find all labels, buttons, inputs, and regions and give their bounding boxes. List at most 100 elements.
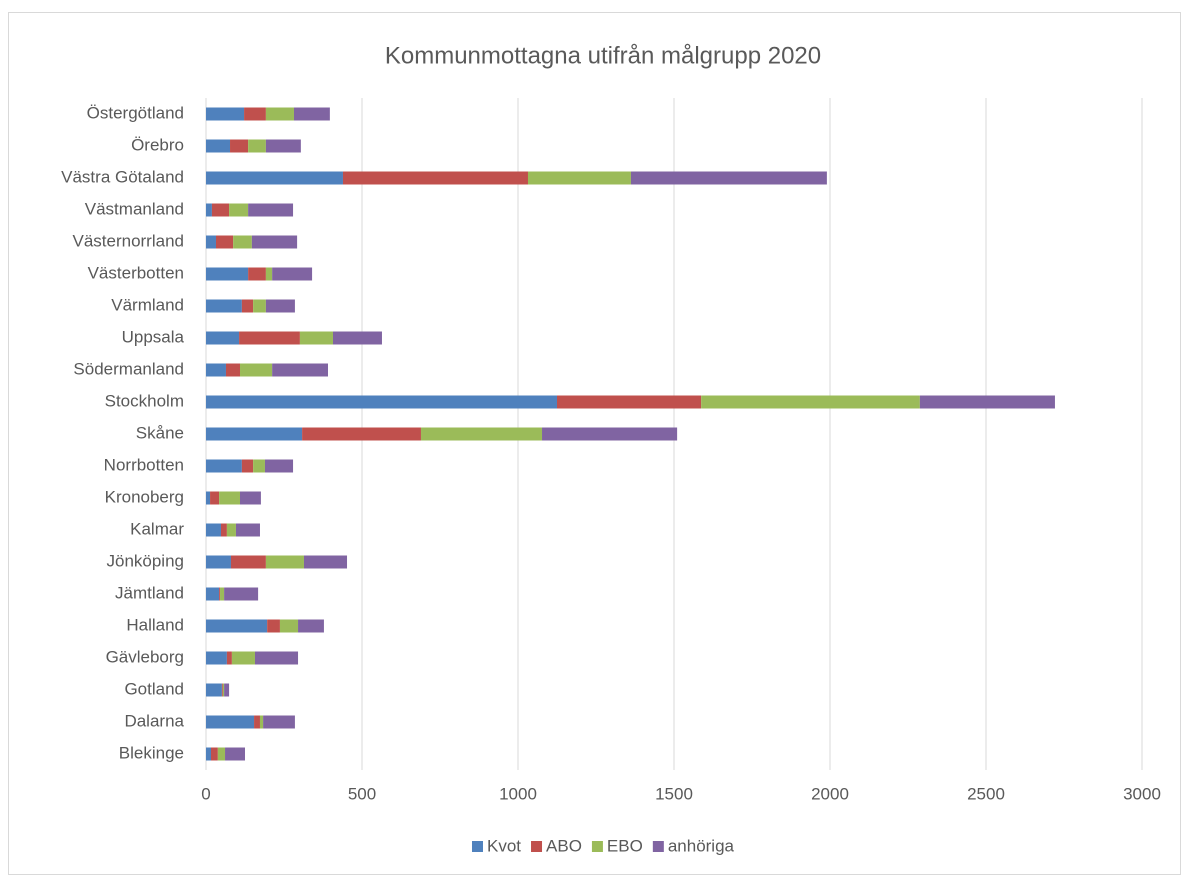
bar-segment <box>206 299 242 313</box>
y-tick-label: Kronoberg <box>105 487 184 506</box>
y-tick-label: Kalmar <box>130 519 184 538</box>
bar-segment <box>253 299 266 313</box>
bar-segment <box>244 107 266 121</box>
bar-segment <box>210 747 218 761</box>
x-tick-label: 2000 <box>811 784 849 803</box>
bar-segment <box>298 619 324 633</box>
y-tick-label: Blekinge <box>119 743 184 762</box>
chart-border <box>8 12 1181 875</box>
x-tick-label: 2500 <box>967 784 1005 803</box>
bar-segment <box>239 331 300 345</box>
bar-segment <box>302 427 421 441</box>
y-tick-label: Stockholm <box>105 391 184 410</box>
legend-label: ABO <box>546 836 582 855</box>
bar-segment <box>701 395 920 409</box>
bar-segment <box>272 363 328 377</box>
bar-segment <box>264 459 294 473</box>
bar-segment <box>342 171 528 185</box>
bar-segment <box>241 459 254 473</box>
y-tick-label: Västmanland <box>85 199 184 218</box>
bar-segment <box>254 651 299 665</box>
bar-segment <box>224 683 230 697</box>
bar-segment <box>235 523 260 537</box>
y-tick-label: Västerbotten <box>88 263 184 282</box>
bar-segment <box>225 747 245 761</box>
bar-segment <box>206 587 220 601</box>
bar-segment <box>206 395 557 409</box>
x-tick-label: 1000 <box>499 784 537 803</box>
bar-segment <box>206 331 240 345</box>
bar-segment <box>630 171 827 185</box>
bar-segment <box>265 299 295 313</box>
bar-segment <box>226 651 232 665</box>
bar-segment <box>240 363 273 377</box>
bar-segment <box>219 587 221 601</box>
legend-swatch <box>471 841 483 852</box>
bar-segment <box>220 587 225 601</box>
bar-segment <box>226 523 236 537</box>
bar-segment <box>206 523 221 537</box>
bar-segment <box>206 459 242 473</box>
y-tick-label: Jönköping <box>106 551 184 570</box>
bar-segment <box>206 555 231 569</box>
bar-segment <box>919 395 1055 409</box>
bar-segment <box>265 555 304 569</box>
bar-segment <box>248 203 294 217</box>
bar-segment <box>206 651 227 665</box>
y-tick-label: Värmland <box>111 295 184 314</box>
bar-segment <box>206 171 343 185</box>
y-tick-label: Gävleborg <box>106 647 184 666</box>
y-tick-label: Gotland <box>124 679 184 698</box>
bar-segment <box>527 171 631 185</box>
chart-title: Kommunmottagna utifrån målgrupp 2020 <box>385 42 821 69</box>
bar-segment <box>263 715 295 729</box>
bar-segment <box>229 203 249 217</box>
legend-label: Kvot <box>487 836 521 855</box>
y-tick-label: Västra Götaland <box>61 167 184 186</box>
bar-segment <box>217 747 226 761</box>
bar-segment <box>265 139 301 153</box>
bar-segment <box>206 683 222 697</box>
y-tick-label: Örebro <box>131 135 184 154</box>
bar-segment <box>230 555 266 569</box>
bar-segment <box>225 363 241 377</box>
y-tick-label: Södermanland <box>73 359 184 378</box>
y-tick-label: Skåne <box>136 423 184 442</box>
bar-segment <box>206 427 303 441</box>
y-tick-label: Jämtland <box>115 583 184 602</box>
bar-segment <box>219 491 241 505</box>
bar-segment <box>222 683 225 697</box>
bar-segment <box>240 491 261 505</box>
bar-segment <box>231 651 255 665</box>
bar-segment <box>251 235 298 249</box>
bar-segment <box>267 619 280 633</box>
bar-segment <box>272 267 313 281</box>
bar-segment <box>220 523 227 537</box>
bar-segment <box>259 715 264 729</box>
legend-swatch <box>652 841 664 852</box>
bar-segment <box>230 139 249 153</box>
bar-segment <box>206 363 226 377</box>
x-tick-label: 0 <box>201 784 210 803</box>
bar-segment <box>206 747 211 761</box>
y-tick-label: Dalarna <box>124 711 184 730</box>
y-tick-label: Norrbotten <box>104 455 184 474</box>
bar-segment <box>210 491 220 505</box>
bar-segment <box>299 331 333 345</box>
bar-segment <box>332 331 382 345</box>
bar-segment <box>206 619 268 633</box>
bar-segment <box>211 203 230 217</box>
x-tick-label: 3000 <box>1123 784 1161 803</box>
bar-segment <box>206 267 249 281</box>
bar-segment <box>221 683 223 697</box>
bar-segment <box>253 459 265 473</box>
bar-segment <box>293 107 330 121</box>
legend-swatch <box>531 841 543 852</box>
bar-segment <box>248 267 266 281</box>
y-tick-label: Västernorrland <box>72 231 184 250</box>
bar-segment <box>279 619 299 633</box>
bar-segment <box>206 235 216 249</box>
bar-segment <box>206 139 231 153</box>
bar-segment <box>265 107 294 121</box>
